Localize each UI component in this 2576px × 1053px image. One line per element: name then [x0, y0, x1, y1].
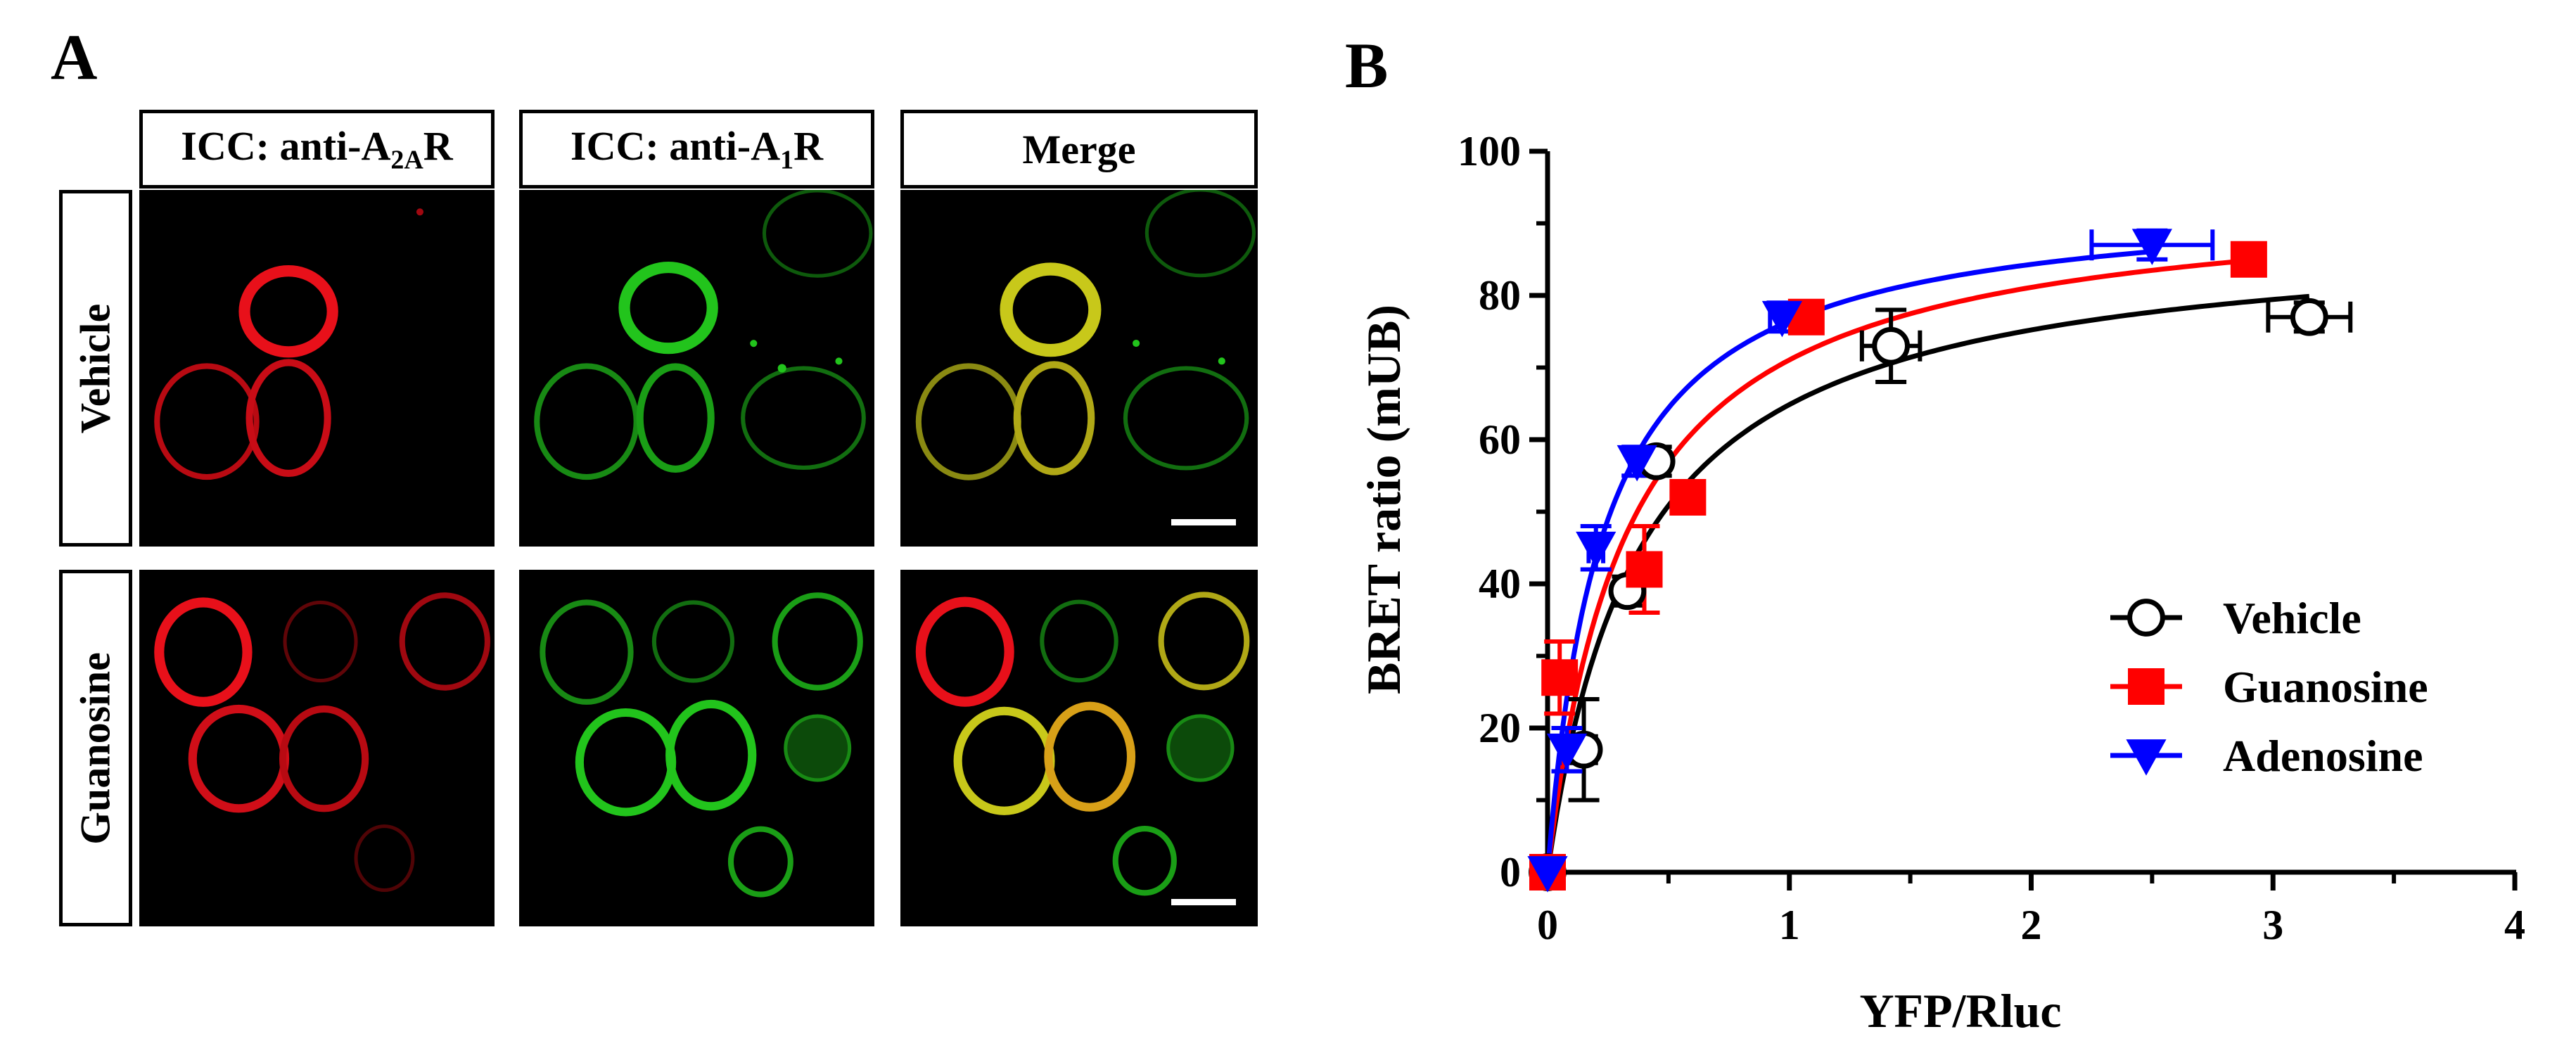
column-header-a1r: ICC: anti-A1R	[519, 110, 874, 189]
micrograph-vehicle-a1r	[519, 190, 874, 547]
panel-a-label: A	[51, 21, 98, 93]
x-tick-label: 3	[2262, 902, 2283, 948]
micrograph-guanosine-a2ar	[139, 570, 495, 926]
fit-curve-adenosine	[1545, 249, 2153, 873]
data-point	[2131, 229, 2172, 265]
scale-bar	[1171, 899, 1236, 905]
y-tick-label: 0	[1500, 849, 1521, 895]
legend-label: Guanosine	[2223, 662, 2428, 712]
column-header-a2ar: ICC: anti-A2AR	[139, 110, 495, 189]
data-point	[1541, 659, 1579, 696]
data-point	[1527, 856, 1568, 893]
legend-label: Vehicle	[2223, 593, 2361, 643]
micrograph-guanosine-a1r-image	[540, 592, 863, 898]
data-point	[1872, 326, 1911, 365]
y-tick-label: 100	[1458, 128, 1521, 174]
row-header-vehicle: Vehicle	[59, 190, 132, 547]
micrograph-vehicle-merge-image	[915, 190, 1256, 480]
panel-b-label: B	[1345, 30, 1389, 101]
data-markers	[1527, 229, 2328, 893]
data-point	[2128, 668, 2164, 705]
y-axis-label: BRET ratio (mUB)	[1357, 305, 1410, 694]
y-tick-label: 20	[1479, 705, 1521, 751]
chart-legend: Vehicle Guanosine Adenosine	[2110, 593, 2428, 781]
y-tick-label: 60	[1479, 416, 1521, 463]
micrograph-vehicle-merge	[900, 190, 1258, 547]
x-tick-label: 1	[1779, 902, 1800, 948]
row-header-guanosine: Guanosine	[59, 570, 132, 926]
x-tick-label: 2	[2021, 902, 2042, 948]
data-point	[1617, 445, 1657, 482]
data-point	[2127, 599, 2165, 637]
data-point	[1626, 551, 1663, 588]
data-point	[2126, 739, 2167, 776]
data-point	[2290, 298, 2328, 336]
y-tick-label: 40	[1479, 561, 1521, 607]
column-header-merge-text: Merge	[1022, 126, 1136, 172]
micrograph-guanosine-merge-image	[915, 592, 1250, 896]
micrograph-guanosine-merge	[900, 570, 1258, 926]
chart-axes: 0 20 40 60 80 100 0 1 2 3 4	[1458, 128, 2525, 948]
micrograph-vehicle-a2ar	[139, 190, 495, 547]
data-point	[2230, 241, 2267, 278]
data-point	[1576, 531, 1617, 568]
column-header-merge: Merge	[900, 110, 1258, 189]
data-point	[1669, 479, 1707, 516]
data-point	[1761, 300, 1803, 338]
x-axis-label: YFP/Rluc	[1859, 984, 2061, 1038]
micrograph-vehicle-a1r-image	[534, 190, 873, 480]
legend-label: Adenosine	[2223, 731, 2423, 781]
column-header-a1r-text: ICC: anti-A1R	[570, 123, 823, 175]
micrograph-vehicle-a2ar-image	[154, 208, 423, 480]
column-header-a2ar-text: ICC: anti-A2AR	[181, 123, 453, 175]
micrograph-guanosine-a2ar-image	[154, 592, 490, 893]
y-tick-label: 80	[1479, 272, 1521, 319]
scale-bar	[1171, 519, 1236, 525]
micrograph-guanosine-a1r	[519, 570, 874, 926]
x-tick-label: 4	[2504, 902, 2525, 948]
error-bars	[1544, 228, 2353, 803]
data-point	[1546, 733, 1588, 770]
x-tick-label: 0	[1537, 902, 1558, 948]
